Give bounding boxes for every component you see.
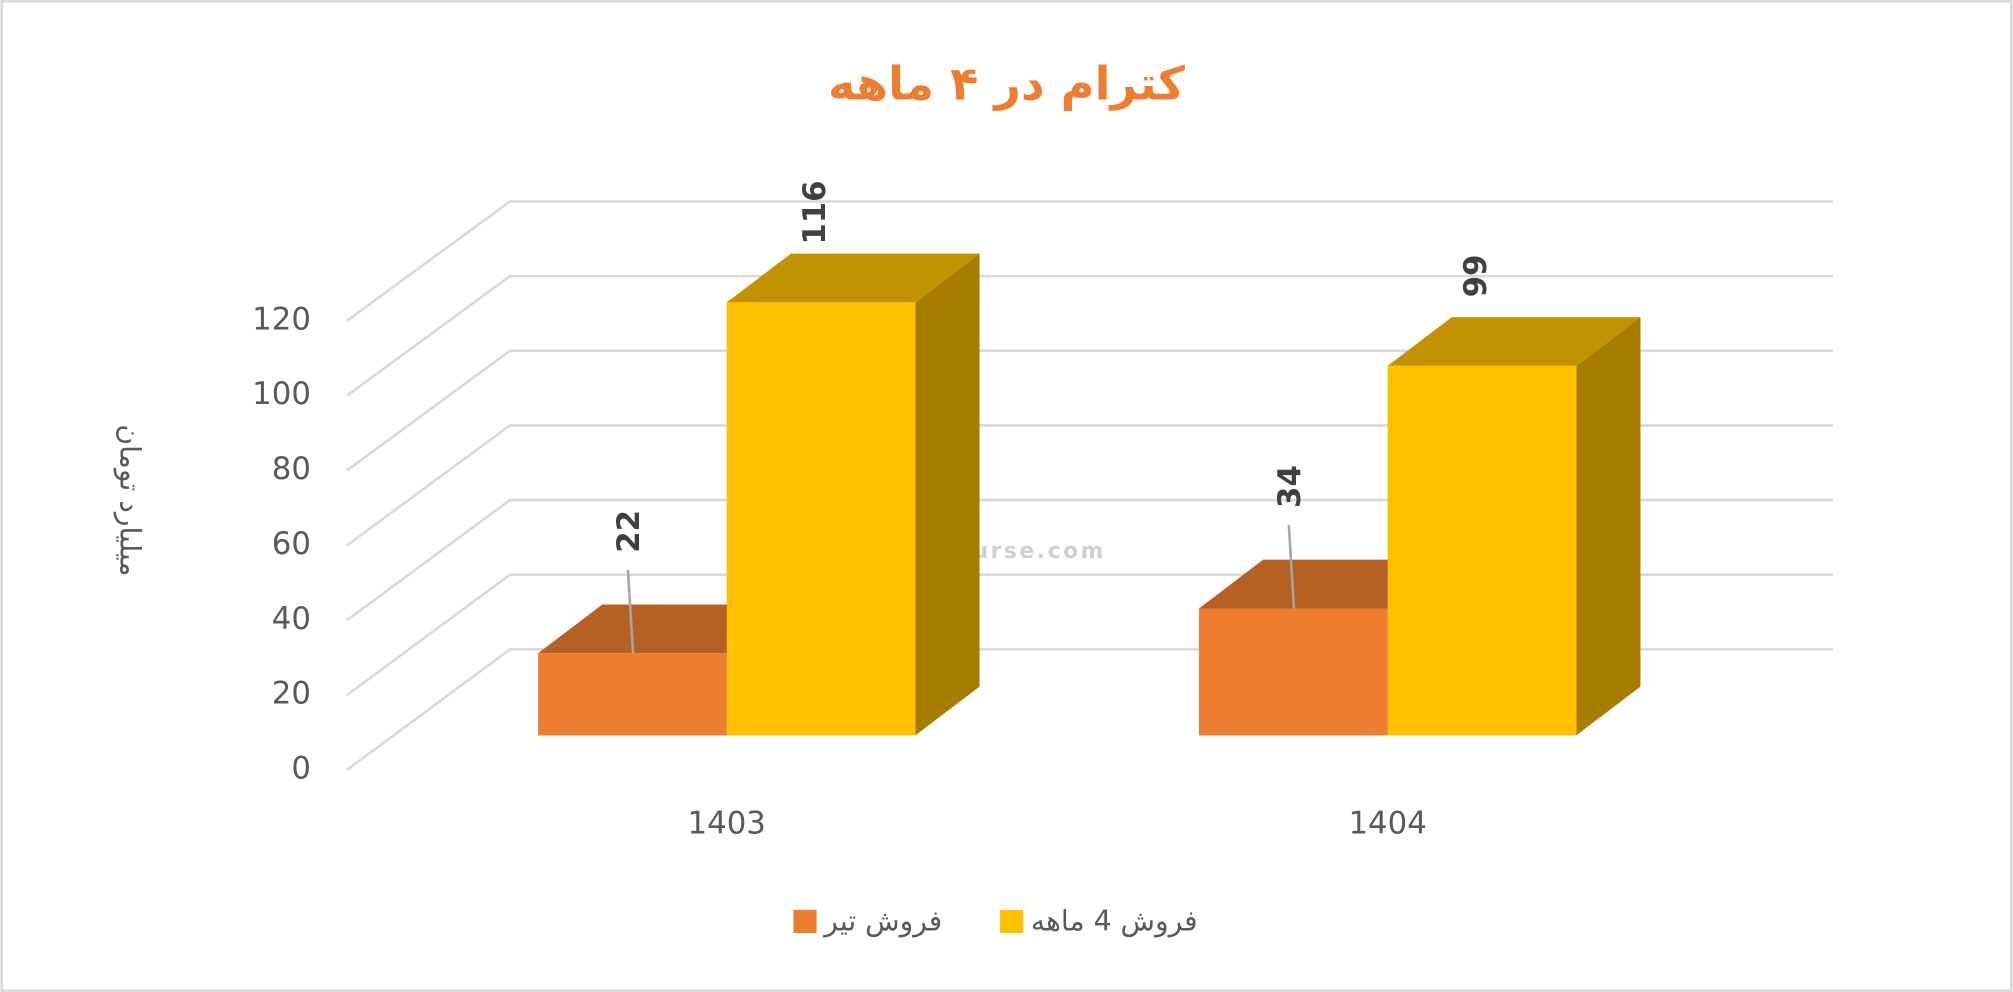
bar-top [726,253,980,303]
legend-label: فروش تیر [822,905,942,938]
y-tick-label: 60 [272,526,311,562]
chart-title: کترام در ۴ ماهه [828,57,1185,111]
grid-line [346,349,1833,472]
legend-swatch [1000,909,1024,933]
y-axis-title: میلیارد تومان [114,424,147,576]
grid-line [346,274,1833,397]
bar-front [1387,365,1577,736]
legend-swatch [793,909,817,933]
y-tick-label: 40 [272,601,311,637]
bar [726,253,980,736]
leader-line [1287,524,1296,609]
data-label: 99 [1458,255,1494,298]
y-tick-label: 0 [291,750,311,786]
x-tick-label: 1403 [688,806,766,842]
bar-side [1576,317,1641,736]
bar [1387,317,1641,736]
bar-front [726,302,916,736]
data-label: 34 [1272,465,1308,508]
data-label: 22 [611,510,647,553]
grid-line [346,200,1833,322]
x-tick-label: 1404 [1348,806,1426,842]
y-tick-label: 80 [272,451,311,487]
bar-front [538,653,727,736]
data-label: 116 [797,180,833,244]
legend-label: فروش 4 ماهه [1031,905,1198,938]
y-tick-label: 100 [252,376,311,412]
leader-line [626,569,635,654]
bar-top [1387,317,1641,366]
y-tick-label: 20 [272,676,311,712]
y-tick-label: 120 [252,301,311,337]
bar-front [1198,608,1388,736]
bar-side [915,253,980,736]
